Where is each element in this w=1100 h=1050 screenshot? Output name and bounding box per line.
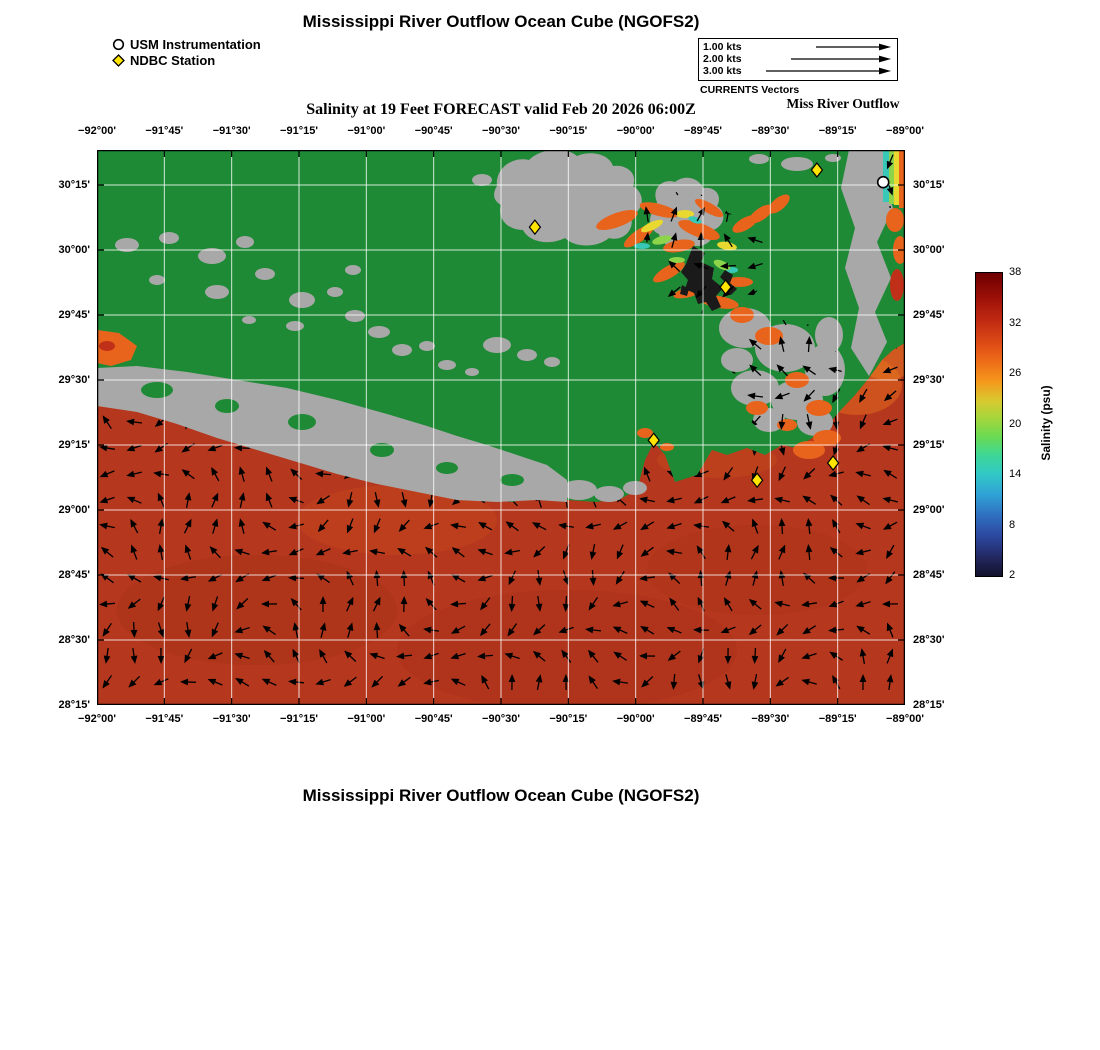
lat-tick-label-right: 29°45' (913, 309, 945, 321)
lon-tick-label-top: −90°45' (414, 125, 453, 137)
colorbar-tick-label: 20 (1009, 417, 1022, 430)
current-arrow-2kt-icon (791, 55, 891, 63)
lon-tick-label-top: −89°30' (751, 125, 790, 137)
lon-tick-label-bottom: −89°15' (818, 713, 857, 725)
currents-row-1kt: 1.00 kts (703, 41, 893, 53)
colorbar-tick-label: 8 (1009, 518, 1016, 531)
currents-legend-box: 1.00 kts 2.00 kts 3.00 kts (698, 38, 898, 81)
lon-tick-label-top: −91°30' (212, 125, 251, 137)
ndbc-station-marker (826, 455, 840, 471)
lat-tick-label-right: 29°00' (913, 504, 945, 516)
colorbar-tick-label: 2 (1009, 569, 1016, 581)
currents-speed-label-2kt: 2.00 kts (703, 53, 742, 65)
lat-tick-label-right: 28°30' (913, 634, 945, 646)
lon-tick-label-bottom: −89°45' (684, 713, 722, 725)
map-border (97, 150, 905, 705)
grid-lines (97, 150, 905, 705)
currents-legend-caption: CURRENTS Vectors (700, 84, 800, 96)
lat-tick-label-left: 30°15' (58, 179, 91, 191)
lat-tick-label-left: 29°00' (58, 504, 91, 516)
lon-tick-label-top: −89°00' (886, 125, 924, 137)
lat-tick-label-left: 29°30' (58, 374, 91, 386)
usm-station-marker (876, 175, 890, 189)
colorbar-tick-label: 14 (1009, 468, 1022, 480)
delta-land (680, 246, 737, 311)
lat-tick-label-right: 29°15' (913, 439, 945, 451)
station-markers (528, 162, 890, 489)
lon-tick-label-top: −91°15' (280, 125, 318, 137)
lat-tick-label-left: 28°45' (58, 569, 91, 581)
lat-tick-label-left: 29°15' (58, 439, 91, 451)
plot-subtitle: Salinity at 19 Feet FORECAST valid Feb 2… (306, 101, 696, 118)
lat-tick-label-left: 28°30' (58, 634, 91, 646)
lon-tick-label-bottom: −92°00' (78, 713, 116, 725)
lat-tick-label-left: 30°00' (58, 244, 91, 256)
inland-lakes (141, 382, 524, 486)
lon-tick-label-top: −90°15' (549, 125, 588, 137)
ndbc-station-marker (528, 219, 542, 236)
current-arrow-1kt-icon (816, 43, 891, 51)
figure-title-top: Mississippi River Outflow Ocean Cube (NG… (302, 12, 700, 31)
lon-tick-label-bottom: −90°30' (482, 713, 520, 725)
lon-tick-label-bottom: −89°30' (751, 713, 790, 725)
legend-label-usm: USM Instrumentation (130, 36, 261, 52)
legend-label-ndbc: NDBC Station (130, 52, 216, 68)
lon-tick-label-top: −92°00' (78, 125, 116, 137)
figure-title-bottom: Mississippi River Outflow Ocean Cube (NG… (302, 786, 700, 805)
lon-tick-label-top: −91°00' (347, 125, 386, 137)
legend-row-usm: USM Instrumentation (112, 36, 261, 52)
lat-tick-label-right: 29°30' (913, 374, 945, 386)
currents-row-2kt: 2.00 kts (703, 53, 893, 65)
lon-tick-label-top: −91°45' (145, 125, 184, 137)
lon-tick-label-bottom: −89°00' (886, 713, 924, 725)
ndbc-station-marker (719, 279, 732, 296)
lon-tick-label-top: −90°00' (616, 125, 655, 137)
current-arrow-3kt-icon (766, 67, 891, 75)
currents-vector-legend: 1.00 kts 2.00 kts 3.00 kts CURRENTS Vect… (698, 38, 898, 96)
lon-tick-label-bottom: −91°00' (347, 713, 386, 725)
lon-tick-label-bottom: −90°15' (549, 713, 588, 725)
colorbar-tick-label: 26 (1009, 367, 1022, 379)
ndbc-station-marker (647, 432, 660, 449)
lon-tick-label-bottom: −90°45' (414, 713, 453, 725)
colorbar-gradient (975, 272, 1003, 577)
lon-tick-label-bottom: −91°45' (145, 713, 184, 725)
ndbc-station-marker (810, 162, 824, 178)
currents-speed-label-1kt: 1.00 kts (703, 41, 742, 53)
legend-row-ndbc: NDBC Station (112, 52, 261, 68)
lat-tick-label-right: 28°15' (913, 699, 945, 711)
currents-speed-label-3kt: 3.00 kts (703, 65, 742, 77)
lat-tick-label-right: 30°15' (913, 179, 945, 191)
lat-tick-label-right: 30°00' (913, 244, 945, 256)
currents-row-3kt: 3.00 kts (703, 65, 893, 77)
usm-circle-icon (112, 38, 125, 50)
lon-tick-label-bottom: −91°30' (212, 713, 251, 725)
colorbar-tick-label: 38 (1009, 266, 1022, 278)
colorbar-title: Salinity (psu) (1039, 385, 1053, 461)
lon-tick-label-bottom: −91°15' (280, 713, 318, 725)
colorbar-tick-label: 32 (1009, 316, 1022, 329)
ndbc-diamond-icon (112, 53, 125, 67)
lat-tick-label-left: 29°45' (58, 309, 91, 321)
ndbc-station-marker (750, 472, 764, 489)
salinity-map-canvas (97, 150, 905, 705)
lat-tick-label-left: 28°15' (58, 699, 91, 711)
lon-tick-label-top: −89°45' (684, 125, 722, 137)
lon-tick-label-bottom: −90°00' (616, 713, 655, 725)
lon-tick-label-top: −90°30' (482, 125, 520, 137)
region-label: Miss River Outflow (786, 96, 900, 111)
lon-tick-label-top: −89°15' (818, 125, 857, 137)
marker-legend: USM Instrumentation NDBC Station (112, 36, 261, 68)
lat-tick-label-right: 28°45' (913, 569, 945, 581)
